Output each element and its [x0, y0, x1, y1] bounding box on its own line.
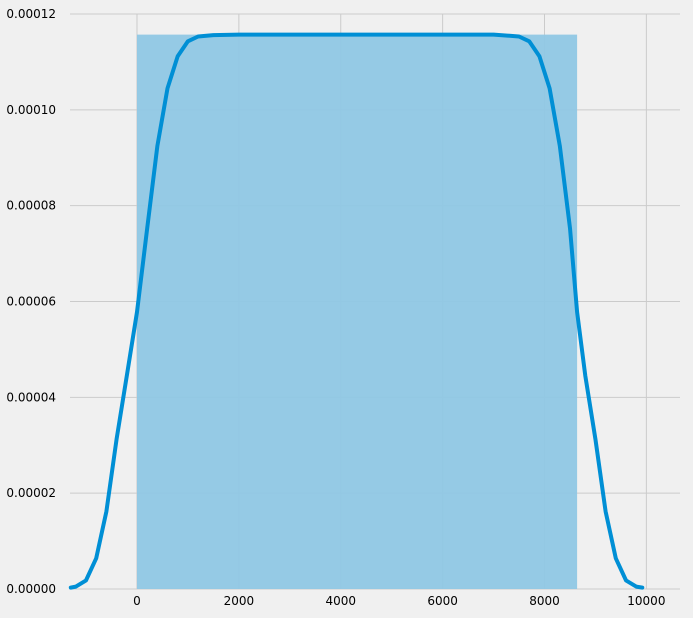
x-tick-label: 2000 — [224, 594, 255, 608]
x-tick-label: 0 — [133, 594, 141, 608]
x-tick-label: 4000 — [325, 594, 356, 608]
histogram-bar — [136, 34, 578, 589]
y-tick-label: 0.00008 — [6, 199, 56, 213]
x-tick-label: 10000 — [627, 594, 665, 608]
x-tick-label: 6000 — [427, 594, 458, 608]
y-tick-label: 0.00012 — [6, 7, 56, 21]
y-tick-label: 0.00004 — [6, 390, 56, 404]
y-tick-label: 0.00000 — [6, 582, 56, 596]
kde-layer — [68, 32, 645, 590]
x-tick-label: 8000 — [529, 594, 560, 608]
y-tick-label: 0.00002 — [6, 486, 56, 500]
y-tick-label: 0.00010 — [6, 103, 56, 117]
tick-labels-layer: 0 2000 4000 6000 8000 10000 0.00000 0.00002 0.00… — [6, 7, 665, 608]
histogram-layer — [136, 34, 578, 589]
y-tick-label: 0.00006 — [6, 295, 56, 309]
kde-line — [68, 32, 645, 590]
